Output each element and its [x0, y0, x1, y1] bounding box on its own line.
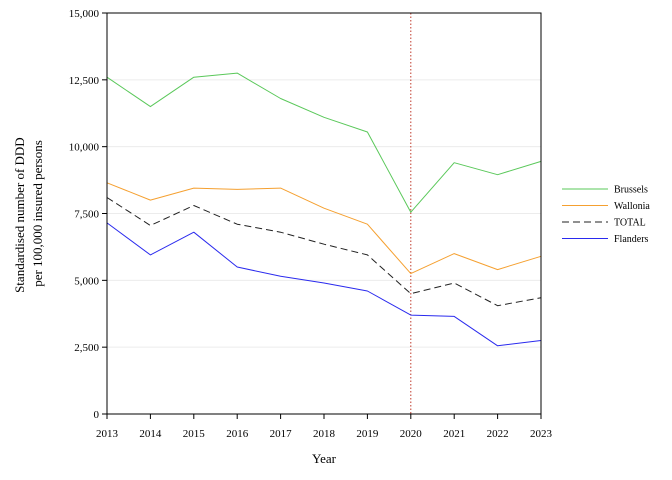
- x-tick-label: 2015: [183, 428, 206, 440]
- y-tick-label: 2,500: [74, 342, 99, 354]
- y-tick-label: 12,500: [69, 75, 100, 87]
- x-tick-label: 2020: [400, 428, 423, 440]
- y-axis: 0 2,500 5,000 7,500 10,000 12,500 15,000: [69, 8, 107, 421]
- series-line-wallonia: [106, 182, 542, 275]
- legend: Brussels Wallonia TOTAL Flanders: [562, 185, 650, 245]
- x-tick-label: 2014: [139, 428, 162, 440]
- y-axis-title-line-1: Standardised number of DDD: [12, 137, 27, 293]
- y-axis-title-line-2: per 100,000 insured persons: [30, 140, 45, 287]
- legend-label-brussels: Brussels: [614, 185, 648, 196]
- legend-label-total: TOTAL: [614, 218, 646, 229]
- x-tick-label: 2019: [356, 428, 379, 440]
- x-axis: 2013 2014 2015 2016 2017 2018 2019 2020 2021 2022…: [96, 414, 553, 440]
- legend-label-wallonia: Wallonia: [614, 201, 650, 212]
- x-tick-label: 2016: [226, 428, 249, 440]
- y-tick-label: 0: [94, 409, 100, 421]
- series-line-brussels: [106, 72, 542, 213]
- series-layer: [106, 72, 542, 347]
- gridlines: [107, 79, 541, 348]
- y-tick-label: 15,000: [69, 8, 100, 20]
- y-axis-title: Standardised number of DDD per 100,000 i…: [12, 134, 45, 293]
- series-line-flanders: [106, 222, 542, 347]
- x-tick-label: 2021: [443, 428, 465, 440]
- x-tick-label: 2013: [96, 428, 119, 440]
- y-tick-label: 7,500: [74, 209, 99, 221]
- series-line-total: [106, 197, 542, 307]
- x-tick-label: 2023: [530, 428, 553, 440]
- x-tick-label: 2018: [313, 428, 336, 440]
- x-tick-label: 2017: [270, 428, 293, 440]
- y-tick-label: 10,000: [69, 142, 100, 154]
- x-axis-title: Year: [312, 451, 337, 466]
- y-tick-label: 5,000: [74, 275, 99, 287]
- legend-label-flanders: Flanders: [614, 234, 649, 245]
- x-tick-label: 2022: [487, 428, 509, 440]
